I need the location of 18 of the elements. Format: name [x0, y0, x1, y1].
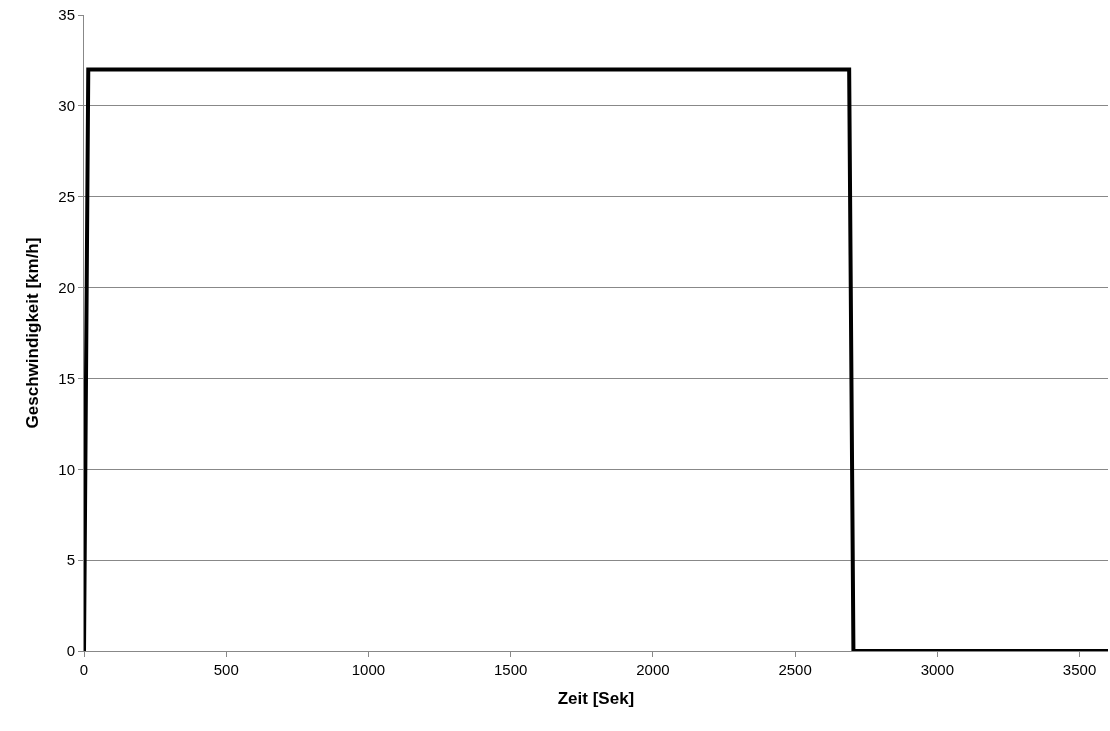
y-tick-label: 20: [58, 278, 75, 296]
x-tick-label: 1000: [351, 661, 386, 678]
x-tick-label: 500: [213, 661, 239, 678]
y-tick-label: 30: [58, 97, 75, 115]
y-tick-label: 35: [58, 6, 75, 24]
y-axis-title: Geschwindigkeit [km/h]: [22, 237, 42, 429]
x-tick-label: 3000: [920, 661, 955, 678]
x-axis-title: Zeit [Sek]: [557, 689, 635, 709]
x-tick-label: 1500: [493, 661, 528, 678]
y-tick-label: 0: [66, 642, 75, 660]
x-tick-label: 2000: [636, 661, 670, 678]
x-tick-label: 0: [79, 661, 89, 678]
y-tick-label: 5: [66, 551, 75, 569]
x-tick-label: 3500: [1062, 661, 1097, 678]
x-tick-label: 2500: [778, 661, 812, 678]
y-tick-label: 10: [58, 460, 75, 478]
y-tick-label: 15: [58, 369, 75, 387]
y-tick-label: 25: [58, 187, 75, 205]
